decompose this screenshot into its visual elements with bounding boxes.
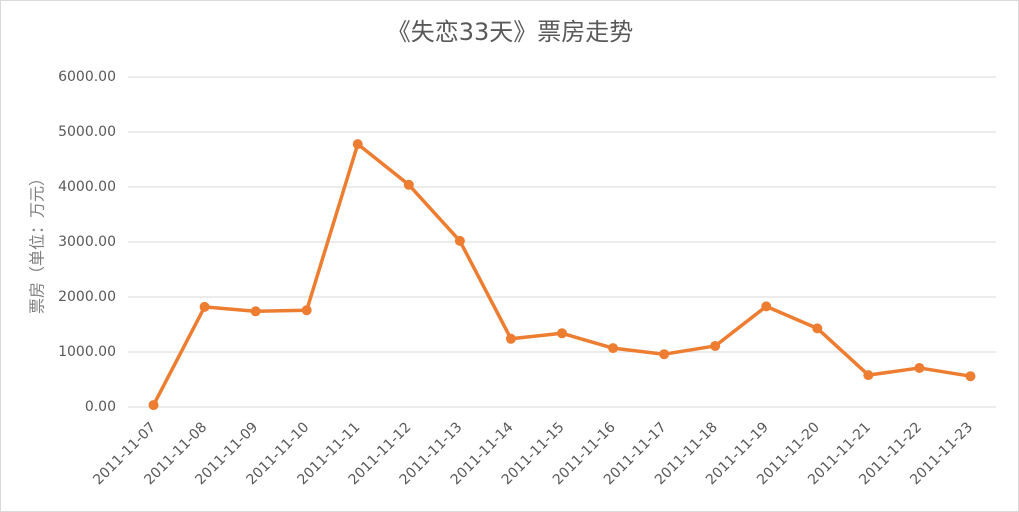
data-point [148,400,159,411]
data-point [659,349,670,360]
data-point [352,139,363,150]
data-point [557,328,567,339]
data-point [403,179,414,190]
chart-title: 《失恋33天》票房走势 [387,18,634,46]
data-point [761,301,772,312]
y-tick-label: 5000.00 [58,124,116,140]
data-point [710,340,721,351]
y-tick-label: 0.00 [85,399,116,415]
y-tick-label: 1000.00 [58,344,116,360]
data-point [965,371,976,382]
data-point [505,333,516,344]
y-axis-label: 票房（单位：万元） [28,170,47,314]
data-point [812,323,823,334]
data-point [608,343,619,354]
y-tick-label: 3000.00 [58,234,116,250]
y-tick-label: 4000.00 [58,179,116,195]
data-point [863,370,874,381]
data-point [250,306,261,317]
y-tick-label: 6000.00 [58,69,116,85]
data-point [914,362,925,373]
data-point [301,305,312,316]
y-tick-label: 2000.00 [58,289,116,305]
data-point [199,301,210,312]
data-point [454,235,465,246]
